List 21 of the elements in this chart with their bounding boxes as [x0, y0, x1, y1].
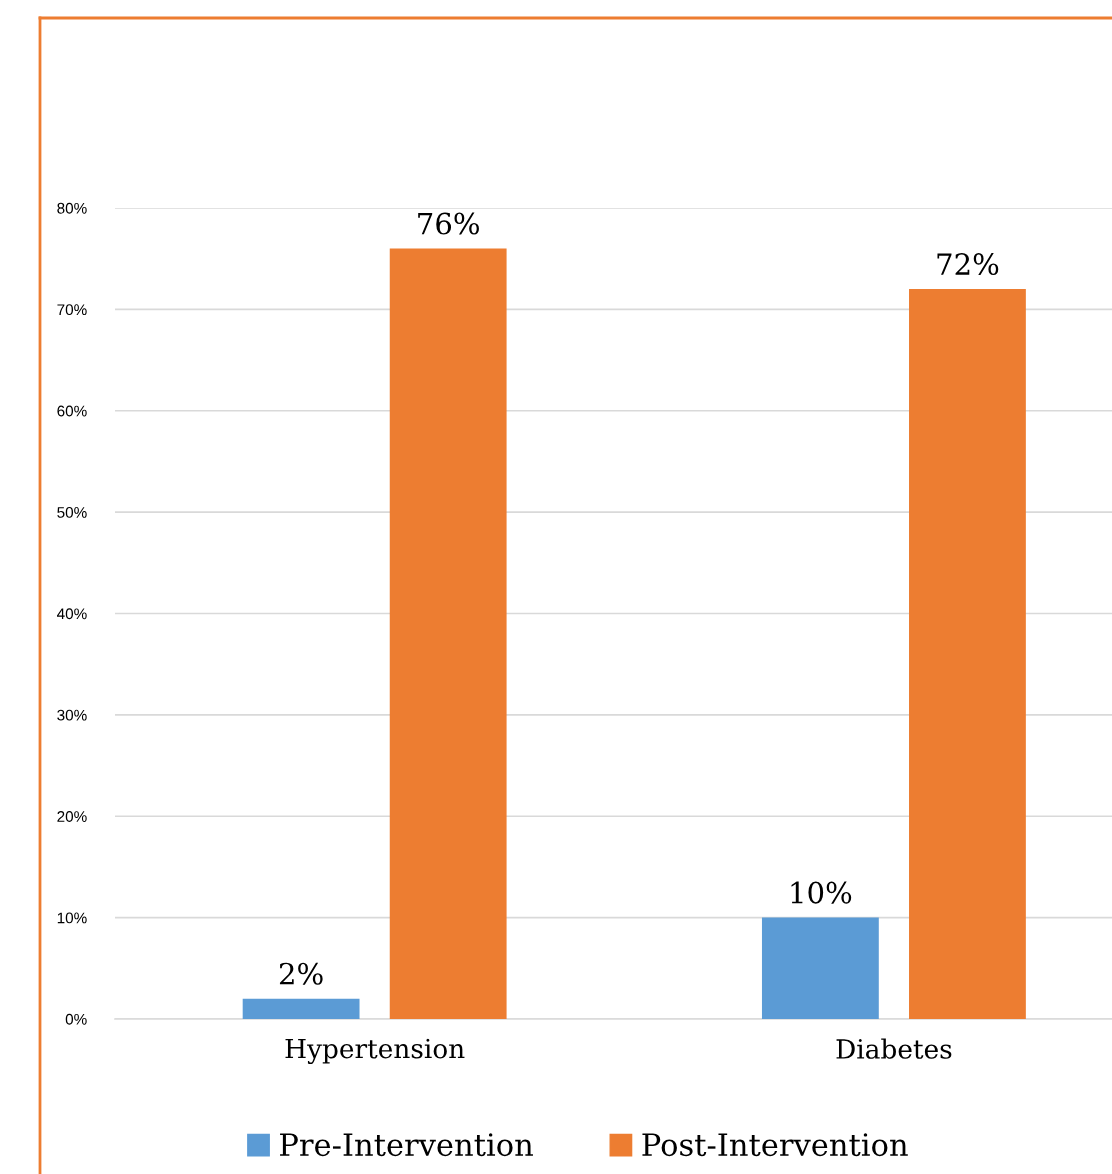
bar: [242, 998, 360, 1019]
y-tick-label: 20%: [57, 811, 87, 822]
text: 72%: [937, 253, 999, 276]
y-tick-label: 30%: [57, 709, 87, 721]
text: 2%: [279, 962, 323, 985]
bar: [389, 248, 507, 1019]
x-tick-label: Diabetes: [836, 1038, 952, 1059]
y-tick-label: 70%: [57, 304, 87, 316]
y-tick-label: 80%: [57, 202, 87, 214]
bar: [909, 289, 1026, 1019]
bar: [761, 917, 879, 1019]
y-tick-label: 40%: [57, 608, 87, 620]
text: 76%: [418, 212, 479, 235]
y-tick-label: 10%: [57, 912, 87, 924]
x-tick-label: Hypertension: [285, 1038, 465, 1064]
legend-label: Post-Intervention: [642, 1133, 908, 1157]
y-tick-label: 0%: [65, 1013, 87, 1025]
y-tick-label: 50%: [57, 506, 87, 518]
legend-label: Pre-Intervention: [280, 1133, 533, 1157]
y-tick-label: 60%: [57, 405, 87, 417]
text: 10%: [791, 881, 852, 904]
